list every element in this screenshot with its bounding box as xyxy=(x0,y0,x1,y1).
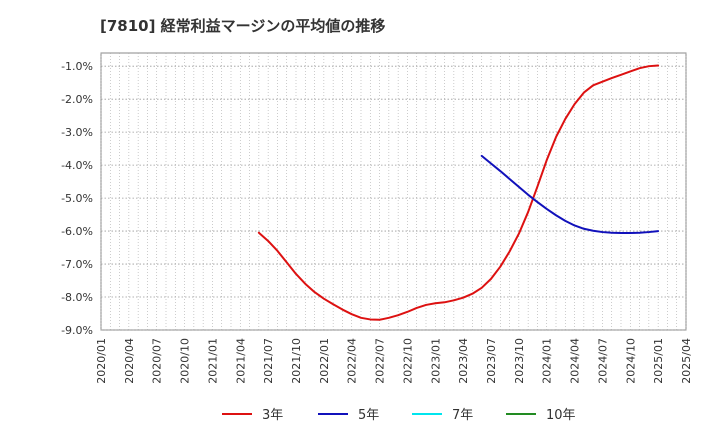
legend-label-7年: 7年 xyxy=(452,408,473,423)
x-tick-label: 2020/07 xyxy=(151,338,164,384)
y-tick-label: -8.0% xyxy=(61,291,93,304)
x-tick-label: 2021/07 xyxy=(262,338,275,384)
chart-title: [7810] 経常利益マージンの平均値の推移 xyxy=(100,17,385,35)
y-tick-label: -9.0% xyxy=(61,324,93,337)
x-tick-label: 2022/04 xyxy=(346,338,359,384)
plot-area xyxy=(100,52,687,331)
x-tick-label: 2023/10 xyxy=(513,338,526,384)
y-tick-label: -2.0% xyxy=(61,93,93,106)
series-line-3年 xyxy=(257,64,660,321)
x-tick-label: 2024/10 xyxy=(624,338,637,384)
y-tick-label: -7.0% xyxy=(61,258,93,271)
x-tick-label: 2021/01 xyxy=(206,338,219,384)
y-tick-label: -1.0% xyxy=(61,60,93,73)
legend: 3年 5年 7年 10年 xyxy=(222,408,576,423)
y-tick-label: -5.0% xyxy=(61,192,93,205)
x-tick-label: 2023/04 xyxy=(457,338,470,384)
x-tick-label: 2022/07 xyxy=(374,338,387,384)
x-tick-label: 2021/10 xyxy=(290,338,303,384)
x-tick-label: 2024/07 xyxy=(596,338,609,384)
x-tick-label: 2025/01 xyxy=(652,338,665,384)
y-tick-label: -3.0% xyxy=(61,126,93,139)
x-tick-label: 2020/10 xyxy=(179,338,192,384)
y-tick-label: -6.0% xyxy=(61,225,93,238)
x-tick-label: 2024/01 xyxy=(541,338,554,384)
x-tick-label: 2023/01 xyxy=(429,338,442,384)
x-tick-label: 2020/04 xyxy=(123,338,136,384)
series-line-5年 xyxy=(480,154,660,235)
x-tick-label: 2023/07 xyxy=(485,338,498,384)
y-tick-label: -4.0% xyxy=(61,159,93,172)
legend-label-5年: 5年 xyxy=(358,408,379,423)
legend-label-10年: 10年 xyxy=(546,408,576,423)
x-tick-label: 2020/01 xyxy=(95,338,108,384)
legend-label-3年: 3年 xyxy=(262,408,283,423)
x-tick-label: 2021/04 xyxy=(234,338,247,384)
x-tick-label: 2022/10 xyxy=(401,338,414,384)
x-tick-label: 2024/04 xyxy=(569,338,582,384)
x-tick-label: 2025/04 xyxy=(680,338,693,384)
x-tick-label: 2022/01 xyxy=(318,338,331,384)
